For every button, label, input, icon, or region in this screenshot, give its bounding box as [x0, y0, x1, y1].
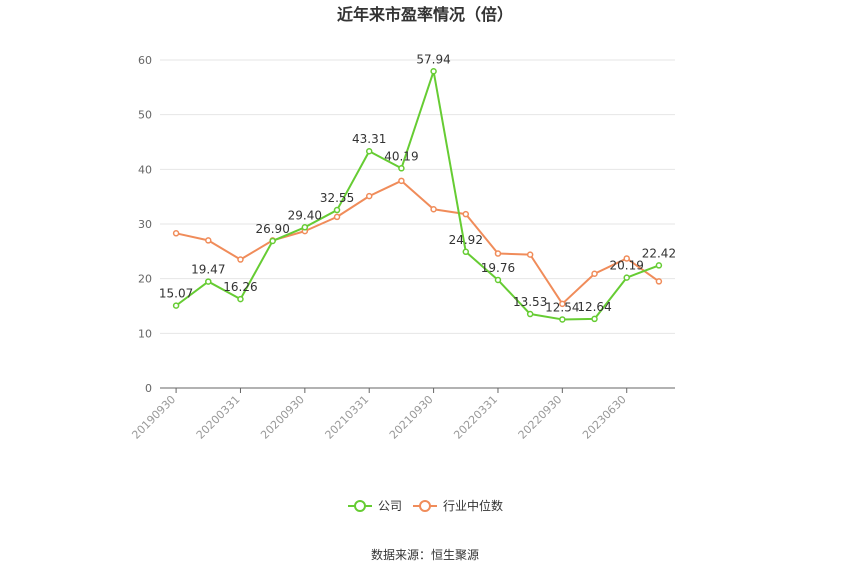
series-1-point-8 [430, 205, 437, 213]
legend-marker-1 [419, 500, 431, 512]
x-tick-label-2: 20200930 [258, 393, 307, 442]
series-0-point-14 [623, 274, 630, 281]
series-1-point-14 [623, 255, 630, 262]
series-line-1 [175, 179, 660, 305]
series-0-label-8: 57.94 [416, 52, 450, 66]
series-0-point-2 [237, 295, 244, 303]
y-tick-label-3: 30 [138, 218, 152, 231]
x-tick-label-3: 20210331 [323, 393, 372, 442]
series-0-label-13: 12.64 [577, 300, 611, 314]
series-1-point-12 [559, 300, 566, 308]
series-0-point-0 [172, 302, 180, 309]
x-tick-label-4: 20210930 [387, 393, 436, 442]
series-0-label-5: 32.55 [320, 191, 354, 205]
series-1-point-11 [526, 251, 534, 258]
series-0-point-8 [430, 68, 437, 75]
series-0-point-1 [205, 278, 212, 285]
series-0-label-3: 26.90 [255, 222, 289, 236]
x-tick-label-7: 20230630 [580, 393, 629, 442]
x-tick-label-5: 20220331 [451, 393, 500, 442]
series-0-point-15 [655, 262, 663, 269]
series-1-point-6 [365, 192, 373, 200]
series-1-point-5 [333, 213, 341, 221]
series-1-point-2 [237, 256, 244, 263]
y-tick-label-1: 10 [138, 327, 152, 340]
source-note: 数据来源：恒生聚源 [371, 547, 479, 562]
series-0-label-1: 19.47 [191, 263, 225, 277]
series-0-point-6 [365, 147, 373, 155]
y-tick-label-4: 40 [138, 163, 152, 176]
series-0-point-9 [462, 248, 470, 256]
chart-title: 近年来市盈率情况（倍） [337, 5, 513, 24]
series-0-label-10: 19.76 [481, 261, 515, 275]
y-tick-label-6: 60 [138, 54, 152, 67]
legend-label-0: 公司 [378, 499, 402, 513]
series-1-point-15 [655, 278, 663, 285]
series-0-point-7 [398, 165, 405, 172]
series-0-label-6: 43.31 [352, 132, 386, 146]
series-1-point-9 [462, 210, 470, 218]
series-0-label-0: 15.07 [159, 287, 193, 301]
series-0-point-5 [333, 206, 341, 214]
series-0-label-2: 16.26 [223, 280, 257, 294]
series-0-point-11 [526, 310, 534, 318]
series-0-label-14: 20.19 [610, 259, 644, 273]
series-1-point-13 [591, 270, 598, 277]
series-0-point-4 [301, 224, 309, 231]
y-tick-label-2: 20 [138, 273, 152, 286]
x-tick-label-1: 20200331 [194, 393, 243, 442]
y-tick-label-5: 50 [138, 109, 152, 122]
x-tick-label-0: 20190930 [129, 393, 178, 442]
legend-label-1: 行业中位数 [443, 498, 503, 513]
series-0-label-12: 12.54 [545, 300, 579, 314]
legend-marker-0 [354, 500, 366, 512]
series-0-label-4: 29.40 [288, 208, 322, 222]
x-tick-label-6: 20220930 [516, 393, 565, 442]
series-0-point-3 [269, 237, 276, 245]
series-0-label-7: 40.19 [384, 149, 418, 163]
series-0-point-12 [559, 316, 566, 323]
series-0-label-15: 22.42 [642, 246, 676, 260]
series-1-point-1 [205, 237, 212, 244]
series-0-label-9: 24.92 [449, 233, 483, 247]
y-tick-label-0: 0 [145, 382, 152, 395]
series-1-point-7 [398, 177, 405, 185]
series-1-point-10 [494, 250, 502, 257]
series-0-point-13 [591, 315, 598, 323]
series-0-label-11: 13.53 [513, 295, 547, 309]
series-0-point-10 [494, 276, 502, 284]
series-1-point-0 [172, 230, 180, 237]
series-line-0 [175, 70, 660, 321]
